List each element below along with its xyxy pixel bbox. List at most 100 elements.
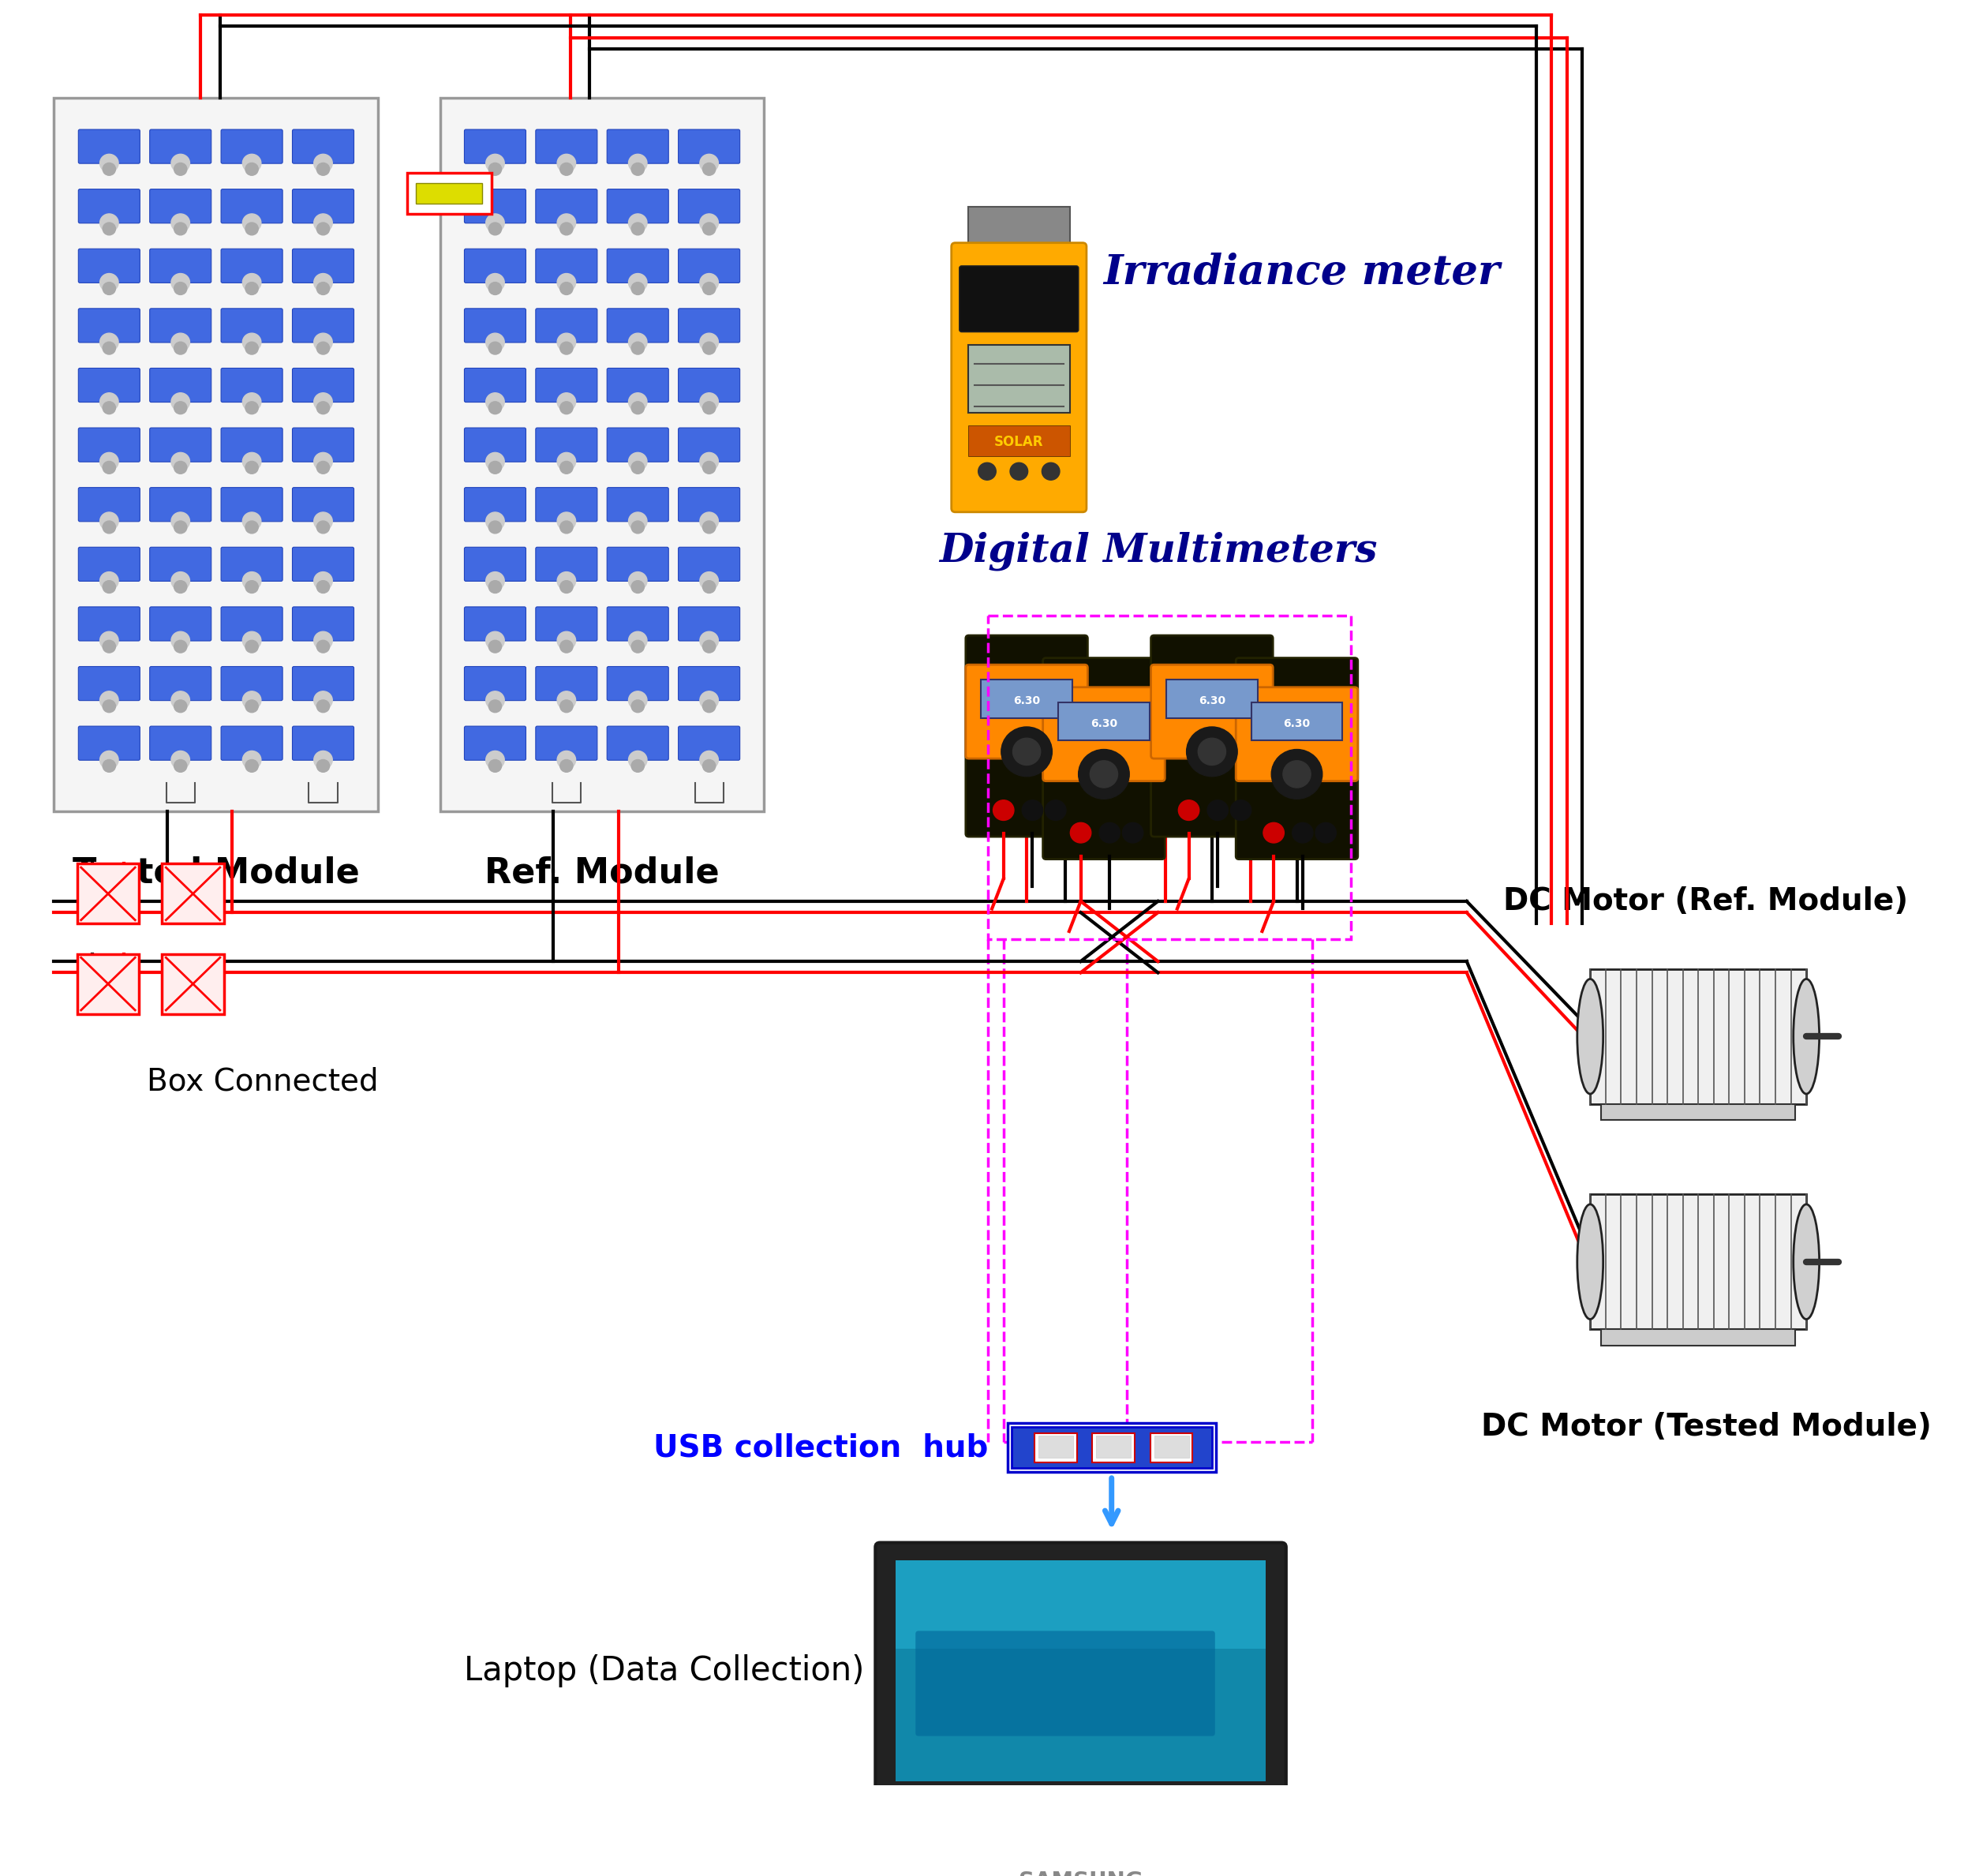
Circle shape <box>629 214 647 233</box>
FancyBboxPatch shape <box>293 666 354 700</box>
FancyBboxPatch shape <box>293 548 354 582</box>
FancyBboxPatch shape <box>465 129 526 163</box>
Circle shape <box>558 274 576 291</box>
Circle shape <box>489 760 501 773</box>
FancyBboxPatch shape <box>150 548 212 582</box>
FancyBboxPatch shape <box>222 368 283 401</box>
Text: Box Connected: Box Connected <box>146 1066 378 1096</box>
FancyBboxPatch shape <box>222 548 283 582</box>
FancyBboxPatch shape <box>679 666 740 700</box>
FancyBboxPatch shape <box>536 666 598 700</box>
FancyBboxPatch shape <box>536 488 598 522</box>
Circle shape <box>317 580 330 593</box>
Circle shape <box>103 341 115 355</box>
Bar <box>1039 1435 1073 1458</box>
Circle shape <box>245 461 257 475</box>
Circle shape <box>103 401 115 415</box>
Ellipse shape <box>1793 979 1819 1094</box>
Circle shape <box>703 281 716 295</box>
FancyBboxPatch shape <box>608 606 669 642</box>
FancyBboxPatch shape <box>608 428 669 461</box>
Bar <box>1035 1433 1077 1461</box>
Circle shape <box>99 334 119 351</box>
Circle shape <box>558 452 576 471</box>
Circle shape <box>174 700 186 713</box>
FancyBboxPatch shape <box>465 428 526 461</box>
Circle shape <box>99 154 119 173</box>
Bar <box>1185 1837 1217 1846</box>
Circle shape <box>1292 822 1312 842</box>
Circle shape <box>103 640 115 653</box>
FancyBboxPatch shape <box>150 368 212 401</box>
Circle shape <box>558 572 576 589</box>
Ellipse shape <box>1793 1204 1819 1319</box>
Circle shape <box>703 760 716 773</box>
FancyBboxPatch shape <box>608 368 669 401</box>
Circle shape <box>558 392 576 411</box>
FancyBboxPatch shape <box>679 488 740 522</box>
FancyBboxPatch shape <box>465 488 526 522</box>
Bar <box>1154 1435 1189 1458</box>
Circle shape <box>560 223 572 234</box>
Bar <box>77 953 139 1013</box>
FancyBboxPatch shape <box>79 368 141 401</box>
Bar <box>416 184 483 203</box>
Bar <box>77 863 139 923</box>
Bar <box>988 615 1352 938</box>
FancyBboxPatch shape <box>1235 687 1358 780</box>
Circle shape <box>703 461 716 475</box>
Circle shape <box>631 223 645 234</box>
Text: Irradiance meter: Irradiance meter <box>1102 253 1500 293</box>
Circle shape <box>172 334 190 351</box>
Bar <box>1011 1428 1211 1469</box>
Circle shape <box>317 461 330 475</box>
FancyBboxPatch shape <box>966 636 1088 837</box>
FancyBboxPatch shape <box>150 726 212 760</box>
Circle shape <box>103 580 115 593</box>
Circle shape <box>99 274 119 291</box>
FancyBboxPatch shape <box>679 368 740 401</box>
FancyBboxPatch shape <box>536 368 598 401</box>
Circle shape <box>315 274 332 291</box>
Text: 6.30: 6.30 <box>1199 696 1225 707</box>
FancyBboxPatch shape <box>1166 679 1257 719</box>
Text: Laptop (Data Collection): Laptop (Data Collection) <box>465 1655 865 1688</box>
Circle shape <box>245 341 257 355</box>
FancyBboxPatch shape <box>79 428 141 461</box>
FancyBboxPatch shape <box>679 428 740 461</box>
Circle shape <box>172 572 190 589</box>
Circle shape <box>99 392 119 411</box>
Bar <box>908 1822 940 1831</box>
Circle shape <box>560 700 572 713</box>
Circle shape <box>701 690 718 709</box>
FancyBboxPatch shape <box>536 606 598 642</box>
FancyBboxPatch shape <box>916 1630 1215 1735</box>
Bar <box>908 1807 940 1816</box>
Circle shape <box>1178 799 1199 820</box>
Circle shape <box>489 223 501 234</box>
FancyBboxPatch shape <box>293 129 354 163</box>
Circle shape <box>315 632 332 649</box>
Bar <box>1047 1807 1079 1816</box>
FancyBboxPatch shape <box>847 1795 1314 1861</box>
FancyBboxPatch shape <box>465 548 526 582</box>
Bar <box>978 1822 1009 1831</box>
Bar <box>1255 1807 1286 1816</box>
Circle shape <box>243 274 261 291</box>
Circle shape <box>487 154 505 173</box>
Bar <box>873 1807 904 1816</box>
Bar <box>895 1561 1267 1649</box>
Circle shape <box>245 640 257 653</box>
Circle shape <box>103 700 115 713</box>
Circle shape <box>1263 822 1284 842</box>
FancyBboxPatch shape <box>536 308 598 343</box>
Circle shape <box>558 512 576 531</box>
Bar <box>1150 1433 1193 1461</box>
Circle shape <box>1231 799 1251 820</box>
Circle shape <box>245 163 257 174</box>
Circle shape <box>317 341 330 355</box>
Bar <box>1096 1435 1130 1458</box>
Circle shape <box>701 750 718 769</box>
Text: DC Motor (Tested Module): DC Motor (Tested Module) <box>1480 1413 1932 1443</box>
Circle shape <box>560 522 572 533</box>
